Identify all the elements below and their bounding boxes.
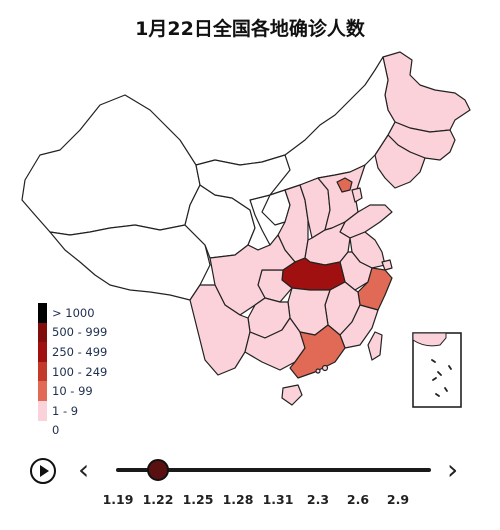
timeline-tick[interactable]: 2.9 — [386, 492, 410, 507]
province-tianjin[interactable] — [351, 187, 363, 203]
south-china-sea-inset — [412, 332, 462, 408]
timeline-tick[interactable]: 1.28 — [222, 492, 254, 507]
legend-item: > 1000 — [38, 303, 107, 323]
legend-label: 1 - 9 — [52, 403, 79, 418]
legend-swatch — [38, 420, 47, 441]
legend-swatch — [38, 400, 47, 421]
timeline-tick[interactable]: 2.6 — [346, 492, 370, 507]
legend-label: > 1000 — [52, 305, 95, 320]
legend-swatch — [38, 361, 47, 382]
timeline-tick[interactable]: 1.22 — [142, 492, 174, 507]
legend-swatch — [38, 303, 47, 323]
legend-item: 100 - 249 — [38, 361, 108, 382]
china-map — [21, 51, 471, 408]
timeline-thumb[interactable] — [147, 459, 169, 481]
chevron-right-icon[interactable]: › — [447, 453, 459, 486]
province-beijing[interactable] — [336, 177, 353, 193]
province-liaoning[interactable] — [374, 134, 426, 189]
legend-swatch — [38, 342, 47, 362]
province-taiwan[interactable] — [367, 331, 383, 361]
province-macau[interactable] — [315, 368, 321, 374]
legend-label: 0 — [52, 423, 60, 438]
legend-item: 500 - 999 — [38, 322, 108, 343]
timeline-controls: ‹ › 1.19 1.22 1.25 1.28 1.31 2.3 2.6 2.9 — [0, 450, 500, 530]
legend: > 1000 500 - 999 250 - 499 100 - 249 10 - 99… — [38, 303, 108, 441]
legend-label: 10 - 99 — [52, 384, 93, 399]
legend-swatch — [38, 322, 47, 343]
province-gansu[interactable] — [195, 154, 291, 251]
province-shanghai[interactable] — [381, 259, 393, 271]
province-hongkong[interactable] — [321, 364, 329, 372]
legend-item: 1 - 9 — [38, 400, 107, 421]
legend-label: 500 - 999 — [52, 325, 108, 340]
play-icon[interactable] — [30, 458, 56, 484]
legend-item: 250 - 499 — [38, 342, 107, 362]
legend-item: 0 — [38, 420, 107, 441]
legend-label: 100 - 249 — [52, 364, 108, 379]
timeline-tick[interactable]: 1.25 — [182, 492, 214, 507]
timeline-tick[interactable]: 2.3 — [306, 492, 330, 507]
legend-label: 250 - 499 — [52, 344, 108, 359]
province-xinjiang[interactable] — [21, 94, 201, 236]
timeline-tick[interactable]: 1.31 — [262, 492, 294, 507]
timeline-track[interactable] — [116, 468, 431, 472]
province-tibet[interactable] — [49, 224, 211, 301]
timeline-tick[interactable]: 1.19 — [102, 492, 134, 507]
map-title: 1月22日全国各地确诊人数 — [135, 18, 365, 40]
chevron-left-icon[interactable]: ‹ — [78, 453, 90, 486]
province-hainan[interactable] — [281, 384, 303, 406]
province-heilongjiang[interactable] — [382, 51, 471, 133]
legend-swatch — [38, 381, 47, 401]
legend-item: 10 - 99 — [38, 381, 107, 401]
